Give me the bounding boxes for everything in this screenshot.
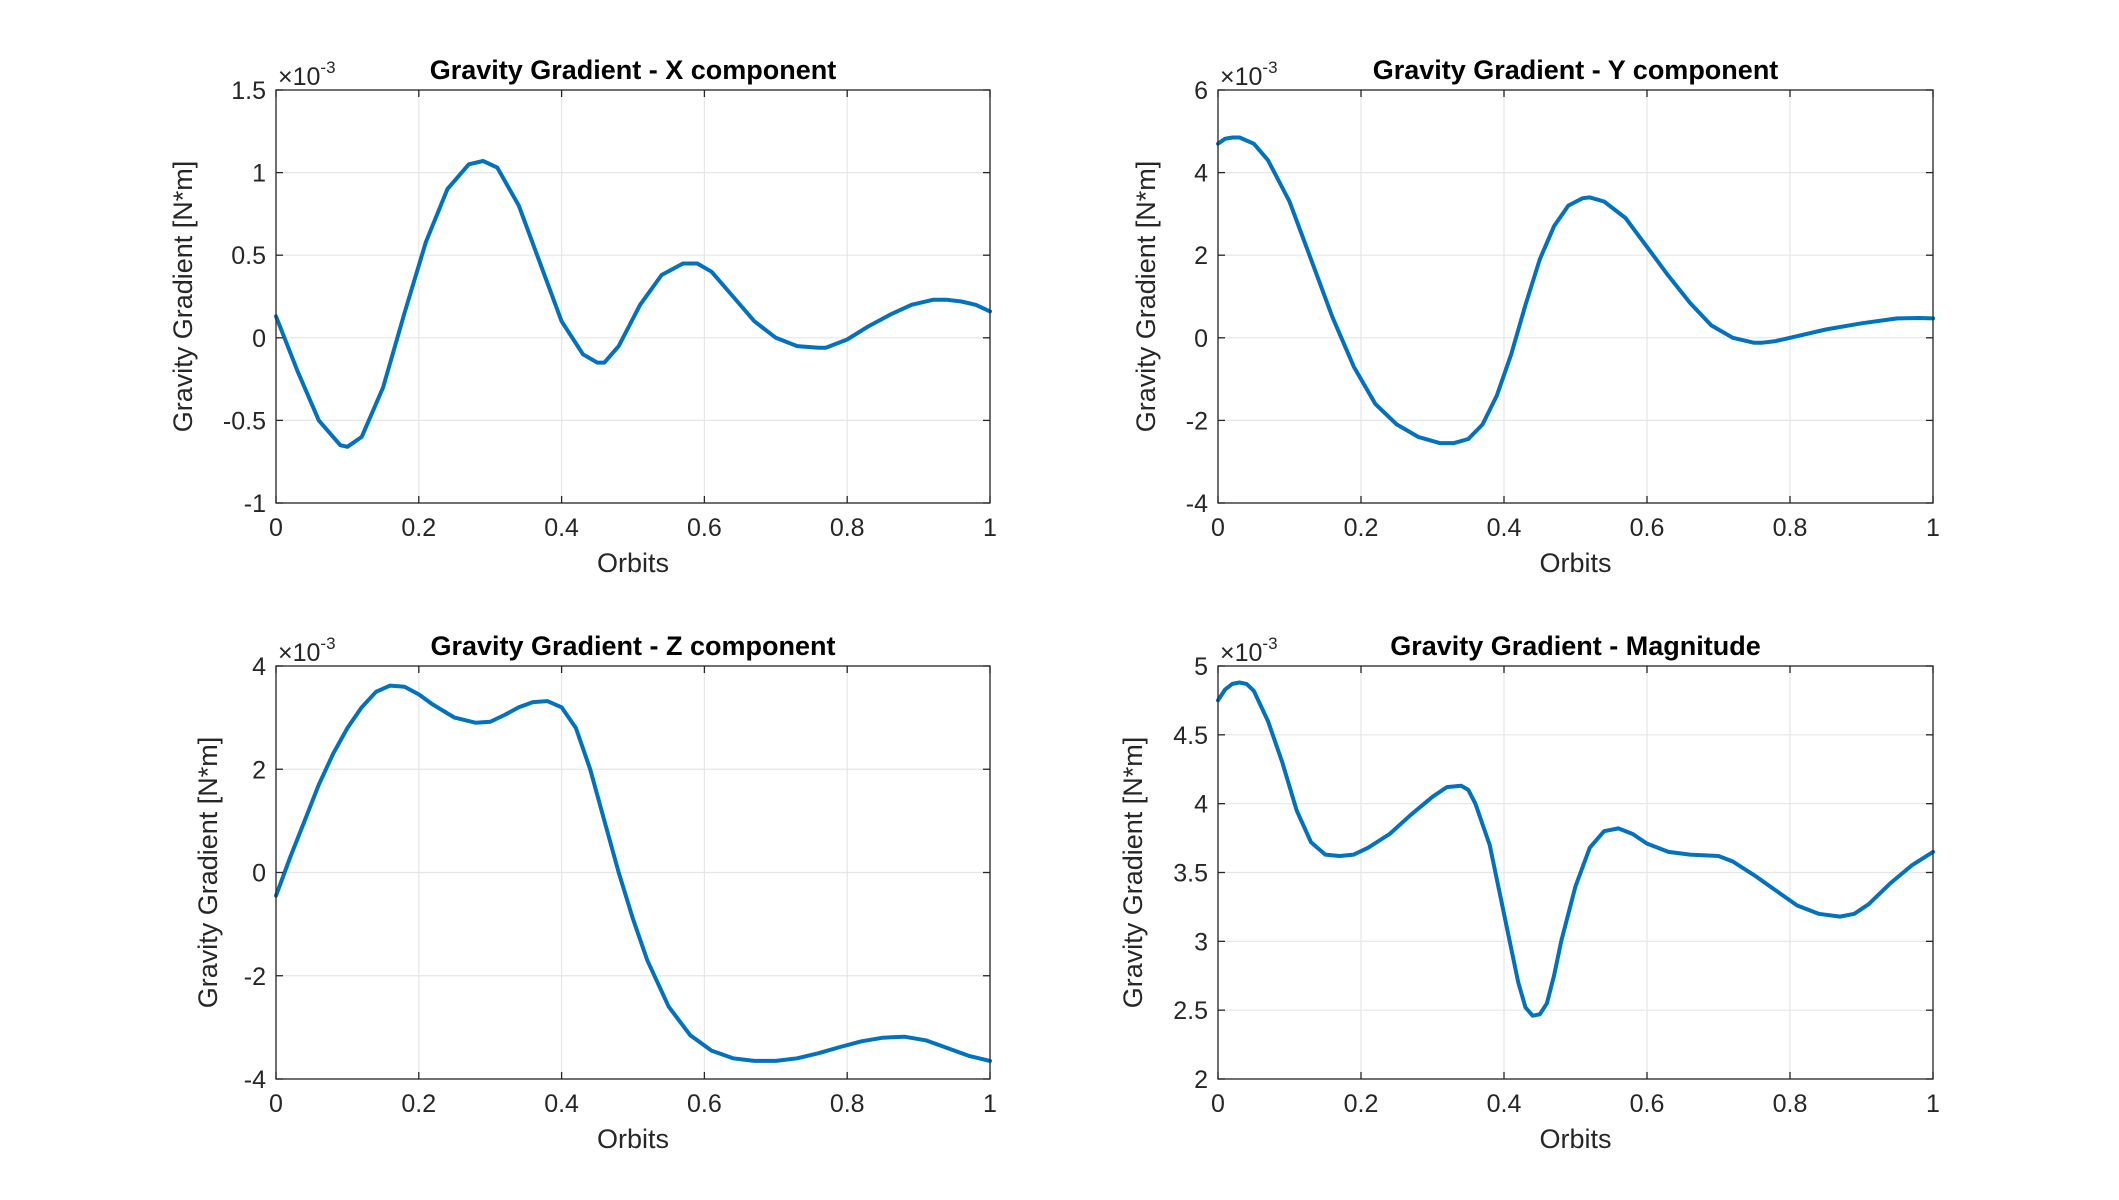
x-tick-label: 0.4	[544, 514, 579, 542]
y-axis-label: Gravity Gradient [N*m]	[193, 737, 223, 1009]
y-tick-label: 6	[1194, 77, 1208, 105]
exponent-base: ×10	[1220, 63, 1262, 91]
subplot-title: Gravity Gradient - Magnitude	[1390, 631, 1761, 661]
data-series-line	[1216, 135, 1935, 446]
y-tick-label: 4	[252, 653, 266, 681]
x-tick-label: 0.4	[544, 1090, 579, 1118]
ticks: 0 0.2 0.4 0.6 0.8 1 2 2.5 3 3.5 4 4.5 5	[1173, 653, 1940, 1118]
y-tick-label: 4	[1194, 791, 1208, 819]
exponent-base: ×10	[1220, 639, 1262, 667]
subplot-z-component: 0 0.2 0.4 0.6 0.8 1 -4 -2 0 2 4 Gravity Gradient -…	[193, 631, 997, 1154]
subplot-y-component: 0 0.2 0.4 0.6 0.8 1 -4 -2 0 2 4 6 Gravity Gradient …	[1131, 55, 1940, 578]
x-tick-label: 0.4	[1487, 1090, 1522, 1118]
y-tick-label: 1	[252, 160, 266, 188]
y-tick-label: -2	[1186, 407, 1208, 435]
x-tick-label: 0.6	[1630, 1090, 1665, 1118]
exponent-base: ×10	[278, 63, 320, 91]
x-axis-label: Orbits	[1539, 1124, 1611, 1154]
subplot-title: Gravity Gradient - Y component	[1373, 55, 1779, 85]
x-axis-label: Orbits	[597, 1124, 669, 1154]
x-tick-label: 0	[1211, 514, 1225, 542]
x-tick-label: 1	[1926, 1090, 1940, 1118]
axes-frame	[275, 89, 991, 504]
y-tick-label: 3.5	[1173, 860, 1208, 888]
y-tick-label: 0	[252, 860, 266, 888]
ticks: 0 0.2 0.4 0.6 0.8 1 -4 -2 0 2 4	[244, 653, 997, 1118]
plot-area	[274, 683, 992, 1063]
y-exponent-label: ×10-3	[1220, 58, 1278, 91]
x-tick-label: 0.2	[401, 1090, 436, 1118]
x-tick-label: 0.6	[687, 514, 722, 542]
y-tick-label: 2	[1194, 1066, 1208, 1094]
y-tick-label: 5	[1194, 653, 1208, 681]
x-tick-label: 1	[983, 514, 997, 542]
y-tick-label: 4.5	[1173, 722, 1208, 750]
data-series-line	[1216, 680, 1935, 1018]
y-tick-label: 1.5	[231, 77, 266, 105]
y-tick-label: -1	[244, 490, 266, 518]
exponent-power: -3	[320, 634, 335, 653]
x-axis-label: Orbits	[597, 548, 669, 578]
y-tick-label: 0	[1194, 325, 1208, 353]
y-tick-label: -2	[244, 963, 266, 991]
x-tick-label: 0.8	[1773, 1090, 1808, 1118]
y-tick-label: 2	[252, 756, 266, 784]
y-tick-label: 0.5	[231, 242, 266, 270]
y-tick-label: 2	[1194, 242, 1208, 270]
exponent-power: -3	[1262, 58, 1277, 77]
y-tick-label: 0	[252, 325, 266, 353]
y-tick-label: 2.5	[1173, 997, 1208, 1025]
exponent-base: ×10	[278, 639, 320, 667]
exponent-power: -3	[1262, 634, 1277, 653]
y-tick-label: 3	[1194, 928, 1208, 956]
x-tick-label: 0	[269, 1090, 283, 1118]
x-tick-label: 0.8	[830, 514, 865, 542]
x-tick-label: 0.6	[1630, 514, 1665, 542]
ticks: 0 0.2 0.4 0.6 0.8 1 -1 -0.5 0 0.5 1 1.5	[223, 77, 997, 542]
x-axis-label: Orbits	[1539, 548, 1611, 578]
y-exponent-label: ×10-3	[278, 58, 336, 91]
y-tick-label: -4	[1186, 490, 1208, 518]
data-series-line	[274, 159, 992, 449]
x-tick-label: 0.8	[830, 1090, 865, 1118]
y-axis-label: Gravity Gradient [N*m]	[168, 161, 198, 433]
x-tick-label: 0.2	[401, 514, 436, 542]
x-tick-label: 0.6	[687, 1090, 722, 1118]
y-exponent-label: ×10-3	[278, 634, 336, 667]
y-tick-label: -0.5	[223, 407, 266, 435]
y-axis-label: Gravity Gradient [N*m]	[1131, 161, 1161, 433]
x-tick-label: 0.8	[1773, 514, 1808, 542]
y-tick-label: 4	[1194, 160, 1208, 188]
data-series-line	[274, 683, 992, 1063]
ticks: 0 0.2 0.4 0.6 0.8 1 -4 -2 0 2 4 6	[1186, 77, 1940, 542]
subplot-x-component: 0 0.2 0.4 0.6 0.8 1 -1 -0.5 0 0.5 1 1.5 Gravity Gra…	[168, 55, 997, 578]
y-axis-label: Gravity Gradient [N*m]	[1118, 737, 1148, 1009]
subplot-title: Gravity Gradient - X component	[430, 55, 837, 85]
subplot-title: Gravity Gradient - Z component	[430, 631, 835, 661]
x-tick-label: 0	[269, 514, 283, 542]
subplot-magnitude: 0 0.2 0.4 0.6 0.8 1 2 2.5 3 3.5 4 4.5 5 Gravity Grad…	[1118, 631, 1940, 1154]
y-tick-label: -4	[244, 1066, 266, 1094]
plot-area	[1216, 680, 1935, 1018]
x-tick-label: 1	[1926, 514, 1940, 542]
exponent-power: -3	[320, 58, 335, 77]
x-tick-label: 0.2	[1344, 1090, 1379, 1118]
x-tick-label: 0	[1211, 1090, 1225, 1118]
x-tick-label: 0.4	[1487, 514, 1522, 542]
x-tick-label: 0.2	[1344, 514, 1379, 542]
plot-area	[1216, 135, 1935, 446]
axes-frame	[1217, 89, 1934, 504]
y-exponent-label: ×10-3	[1220, 634, 1278, 667]
x-tick-label: 1	[983, 1090, 997, 1118]
plot-area	[274, 159, 992, 449]
